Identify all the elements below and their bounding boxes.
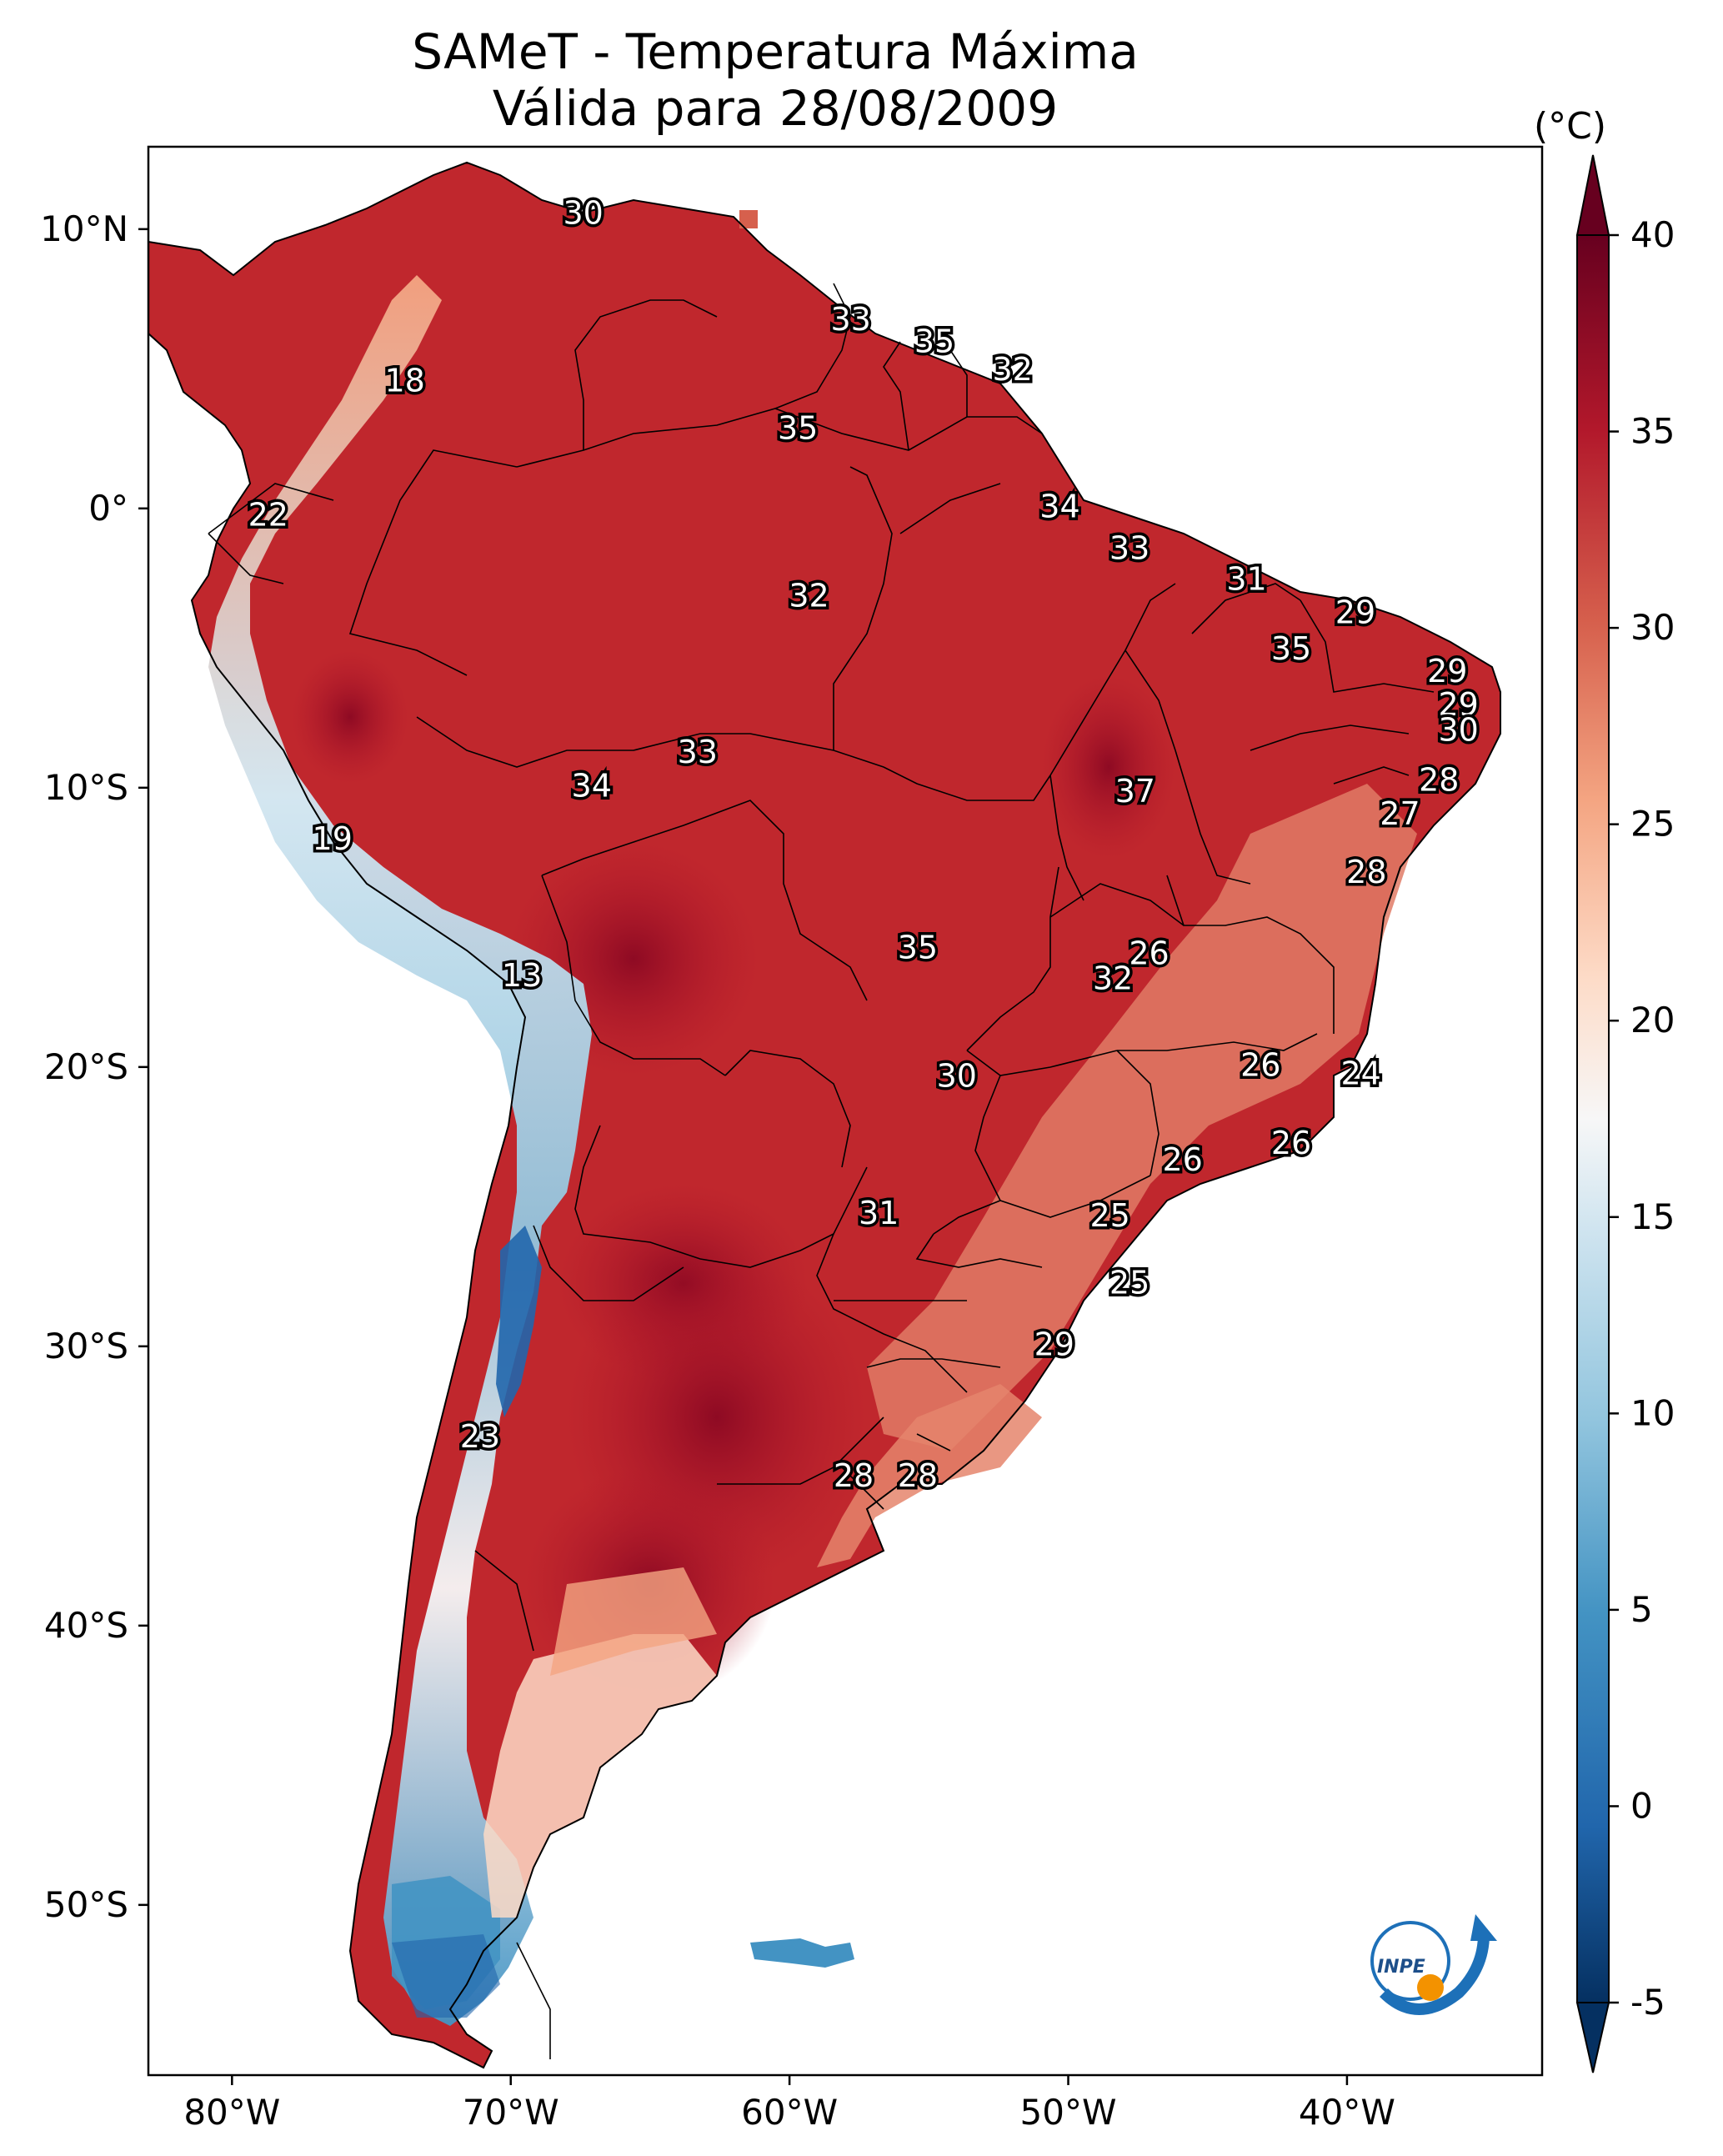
contour-label: 31 — [859, 1195, 899, 1231]
map-title: SAMeT - Temperatura Máxima Válida para 2… — [150, 23, 1400, 137]
longitude-axis: 80°W 70°W 60°W 50°W 40°W — [183, 2075, 1395, 2133]
contour-label: 35 — [914, 323, 954, 360]
title-line-2: Válida para 28/08/2009 — [492, 80, 1059, 137]
contour-label: 26 — [1271, 1125, 1311, 1161]
colorbar-tick-label: -5 — [1630, 1982, 1665, 2023]
contour-label: 29 — [1439, 686, 1479, 723]
lat-tick-label: 0° — [88, 488, 128, 529]
falkland-islands — [750, 1938, 854, 1968]
contour-label: 26 — [1240, 1046, 1280, 1083]
contour-label: 19 — [313, 820, 353, 857]
colorbar-tick-label: 25 — [1630, 804, 1675, 845]
colorbar-body — [1577, 235, 1609, 2003]
map-frame — [147, 145, 1544, 2077]
contour-label: 26 — [1129, 935, 1169, 971]
contour-label: 22 — [248, 496, 288, 533]
contour-label: 27 — [1380, 795, 1420, 832]
coastal-cooler-zone — [867, 784, 1417, 1451]
contour-label: 28 — [1346, 854, 1386, 890]
contour-label: 29 — [1034, 1326, 1074, 1362]
contour-label: 35 — [898, 930, 938, 966]
colorbar-max-extend — [1575, 154, 1610, 236]
contour-label: 30 — [563, 195, 603, 232]
lon-tick-label: 40°W — [1299, 2092, 1395, 2133]
contour-label: 23 — [460, 1418, 500, 1455]
colorbar-tick-label: 30 — [1630, 607, 1675, 648]
contour-label: 30 — [1439, 711, 1479, 748]
colorbar-tick-label: 0 — [1630, 1785, 1653, 1826]
contour-label: 32 — [789, 578, 829, 614]
lat-tick-label: 30°S — [44, 1326, 128, 1366]
title-line-1: SAMeT - Temperatura Máxima — [412, 23, 1139, 80]
lat-tick-label: 40°S — [44, 1605, 128, 1646]
colorbar-tick-label: 35 — [1630, 411, 1675, 452]
latitude-axis: 10°N 0° 10°S 20°S 30°S 40°S 50°S — [40, 208, 148, 1925]
lon-tick-label: 70°W — [463, 2092, 559, 2133]
contour-label: 24 — [1340, 1055, 1380, 1091]
contour-label: 25 — [1109, 1265, 1150, 1301]
colorbar-tick-label: 10 — [1630, 1392, 1675, 1433]
contour-label: 28 — [834, 1457, 874, 1494]
colorbar-tick-label: 20 — [1630, 1000, 1675, 1040]
contour-label: 25 — [1090, 1197, 1130, 1234]
contour-label: 29 — [1335, 594, 1375, 631]
contour-label: 33 — [1109, 530, 1150, 567]
contour-label: 34 — [572, 767, 612, 804]
contour-label: 35 — [778, 410, 818, 447]
lat-tick-label: 10°S — [44, 767, 128, 808]
contour-label: 26 — [1162, 1141, 1202, 1178]
lat-tick-label: 50°S — [44, 1884, 128, 1925]
colorbar-tick-label: 5 — [1630, 1589, 1653, 1630]
contour-label: 33 — [831, 301, 871, 338]
contour-label: 18 — [384, 363, 424, 399]
colorbar-unit: (°C) — [1534, 105, 1607, 148]
contour-label: 31 — [1226, 560, 1266, 597]
continent-landmass — [148, 163, 1500, 2068]
contour-label: 33 — [678, 734, 718, 770]
contour-label: 32 — [1093, 960, 1133, 996]
contour-label: 35 — [1271, 630, 1311, 667]
country-borders — [208, 283, 1435, 2059]
contour-label: 29 — [1427, 653, 1467, 689]
contour-label: 28 — [898, 1457, 938, 1494]
colorbar-min-extend — [1575, 2002, 1610, 2073]
lon-tick-label: 80°W — [183, 2092, 280, 2133]
colorbar: 40 35 30 25 20 15 10 5 0 -5 — [1575, 154, 1675, 2073]
contour-label: 37 — [1115, 773, 1155, 810]
contour-label: 28 — [1419, 762, 1459, 799]
contour-label: 32 — [992, 351, 1032, 388]
lat-tick-label: 20°S — [44, 1046, 128, 1087]
inpe-logo: INPE — [1370, 1914, 1497, 2015]
lat-tick-label: 10°N — [40, 208, 128, 249]
contour-label: 34 — [1039, 488, 1079, 524]
inpe-logo-text: INPE — [1377, 1957, 1425, 1978]
contour-label: 30 — [937, 1058, 977, 1095]
colorbar-tick-label: 40 — [1630, 214, 1675, 255]
colorbar-tick-label: 15 — [1630, 1196, 1675, 1237]
lon-tick-label: 50°W — [1020, 2092, 1117, 2133]
contour-label: 13 — [502, 957, 542, 994]
lon-tick-label: 60°W — [741, 2092, 838, 2133]
